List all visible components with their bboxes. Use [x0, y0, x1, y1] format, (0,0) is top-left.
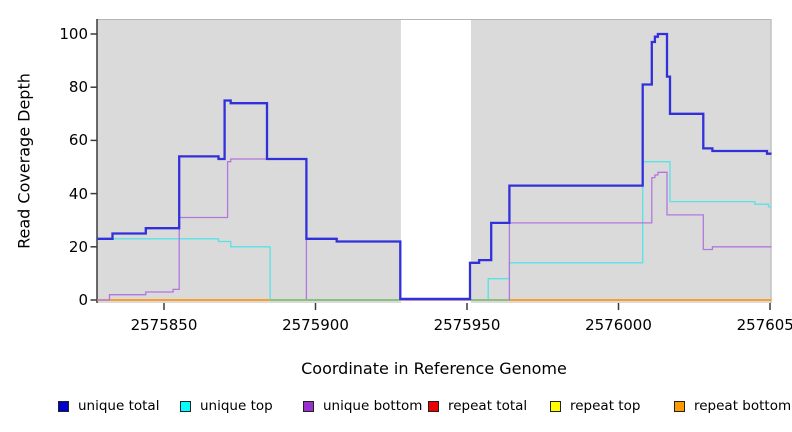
y-tick-label: 0	[78, 291, 88, 309]
legend-label: unique bottom	[323, 398, 423, 414]
x-axis-title: Coordinate in Reference Genome	[301, 359, 567, 378]
y-tick-label: 20	[68, 237, 88, 256]
x-tick-label: 2575900	[282, 316, 349, 334]
legend-swatch	[428, 400, 439, 412]
legend-label: unique total	[78, 398, 160, 414]
legend-swatch	[674, 400, 685, 412]
y-axis-title: Read Coverage Depth	[14, 73, 34, 249]
y-tick-label: 60	[68, 131, 88, 150]
legend-item-repeat-total: repeat total	[428, 398, 527, 414]
y-tick-label: 100	[59, 25, 88, 43]
legend-label: repeat top	[570, 398, 641, 414]
legend-swatch	[303, 400, 314, 412]
legend-label: repeat total	[448, 398, 528, 414]
legend-item-unique-total: unique total	[58, 398, 159, 414]
x-tick-label: 2576000	[585, 316, 652, 334]
legend-label: unique top	[200, 398, 273, 414]
legend-swatch	[58, 400, 69, 412]
legend-swatch	[550, 400, 561, 412]
x-tick-label: 2575950	[433, 316, 501, 334]
legend-swatch	[180, 400, 191, 412]
legend-label: repeat bottom	[694, 398, 792, 414]
x-tick-label: 2575850	[130, 316, 198, 334]
legend-item-repeat-top: repeat top	[550, 398, 640, 414]
legend-item-unique-top: unique top	[180, 398, 273, 414]
y-tick-label: 40	[68, 184, 88, 203]
y-tick-label: 80	[68, 78, 88, 97]
series-unique-total	[97, 32, 772, 301]
legend-item-repeat-bottom: repeat bottom	[674, 398, 791, 414]
masked-region-band	[400, 19, 471, 303]
legend-item-unique-bottom: unique bottom	[303, 398, 422, 414]
